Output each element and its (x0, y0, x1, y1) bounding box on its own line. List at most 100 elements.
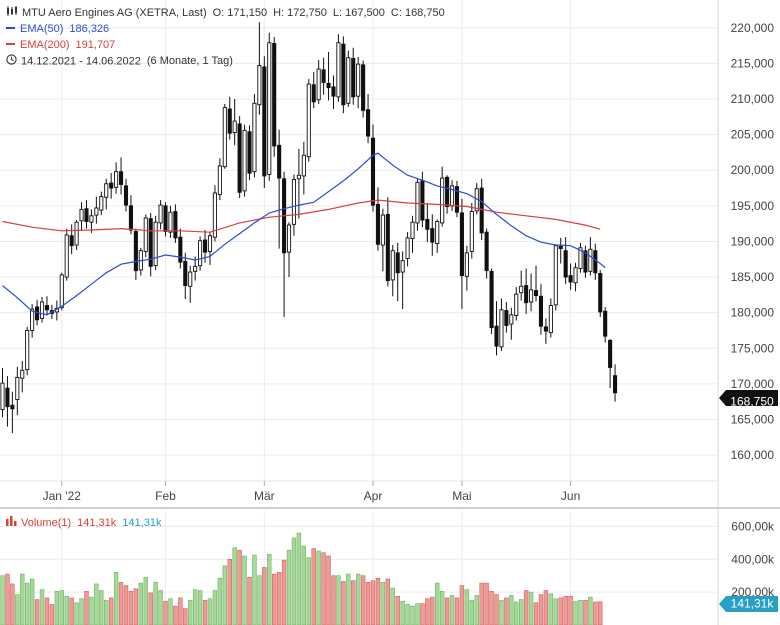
volume-bar (202, 600, 208, 625)
candle (212, 185, 217, 242)
volume-bar (227, 558, 232, 625)
candle-body (603, 310, 608, 337)
volume-bar (10, 583, 15, 625)
volume-bar (405, 604, 410, 625)
volume-bar (69, 597, 74, 625)
candle-body (588, 248, 593, 272)
date-range: 14.12.2021 - 14.06.2022 (21, 55, 141, 68)
volume-bar (568, 595, 573, 625)
volume-bar (252, 554, 257, 625)
candle (252, 94, 257, 178)
volume-bar (44, 597, 50, 625)
ema50-legend[interactable]: EMA(50) 186,326 (6, 22, 109, 36)
volume-bar (469, 600, 474, 625)
candle-body (435, 221, 440, 245)
candle (148, 212, 153, 277)
candle (341, 36, 346, 114)
candle (380, 208, 385, 272)
candle-body (336, 42, 341, 98)
volume-bar (197, 590, 203, 625)
candle (89, 209, 94, 233)
volume-bar (449, 595, 455, 625)
candle (104, 178, 109, 210)
candle-body (39, 301, 45, 319)
candle (395, 242, 400, 302)
volume-legend[interactable]: Volume(1) 141,31k 141,31k (6, 516, 161, 530)
volume-bar (375, 577, 381, 625)
candle (267, 32, 272, 181)
candle-body (598, 273, 603, 313)
candle (598, 269, 603, 317)
candle (563, 237, 568, 285)
volume-bar (247, 577, 252, 625)
open-value: O: 171,150 (212, 7, 268, 19)
candle-body (321, 69, 326, 84)
volume-bar (336, 575, 341, 625)
date-range-row: 14.12.2021 - 14.06.2022 (6 Monate, 1 Tag) (6, 54, 233, 69)
candle-body (104, 183, 109, 198)
volume-bar (518, 599, 524, 625)
candle (242, 124, 247, 197)
candle (109, 173, 114, 199)
volume-bar (29, 578, 35, 625)
candle-body (504, 310, 509, 326)
volume-value-secondary: 141,31k (122, 517, 162, 529)
candle (0, 367, 5, 418)
volume-bar (143, 577, 148, 625)
volume-bar (430, 596, 435, 625)
candle (529, 273, 534, 312)
ema50-swatch (6, 27, 15, 30)
volume-bar (232, 547, 237, 625)
candle (464, 245, 469, 291)
candle-body (35, 306, 40, 321)
volume-bar (435, 582, 440, 625)
candle (410, 215, 415, 253)
candle-body (366, 109, 371, 137)
candle (286, 222, 292, 278)
candle (445, 175, 450, 214)
candle-body (296, 174, 301, 180)
candle (519, 270, 524, 301)
candle-body (291, 179, 297, 225)
candle (459, 198, 464, 310)
volume-bar (222, 565, 227, 625)
candle (573, 262, 578, 292)
volume-bar (0, 575, 5, 625)
candle (282, 171, 287, 317)
volume-bar (301, 545, 307, 625)
volume-bar (390, 587, 395, 625)
candle (578, 242, 583, 273)
volume-axis: 200,00k 400,00k 600,00k (731, 519, 775, 599)
candle (123, 178, 129, 212)
candle-body (74, 221, 79, 246)
ema200-legend[interactable]: EMA(200) 191,707 (6, 38, 115, 52)
candle (415, 178, 420, 231)
candle (469, 202, 474, 259)
candle-body (114, 171, 119, 188)
candle-body (578, 247, 583, 269)
candle-body (573, 267, 578, 284)
candle (603, 306, 608, 343)
candle (64, 228, 69, 281)
ema200-value: 191,707 (75, 39, 116, 51)
volume-bar (425, 598, 430, 625)
candle (237, 116, 242, 198)
candle-body (543, 326, 548, 332)
candle-body (306, 83, 311, 158)
candle (489, 268, 494, 335)
candle-body (529, 289, 534, 303)
volume-bar (528, 591, 534, 625)
candle (346, 50, 351, 107)
time-tick-label: Feb (155, 489, 176, 503)
candle-body (143, 217, 148, 252)
volume-bar (474, 595, 479, 625)
volume-bar (355, 573, 361, 625)
candle-body (178, 236, 183, 263)
ema50-value: 186,326 (69, 23, 110, 35)
volume-bar (504, 597, 509, 625)
candle-body (25, 330, 30, 371)
volume-bar (553, 598, 558, 625)
volume-bar (598, 601, 603, 625)
candle (356, 57, 361, 109)
